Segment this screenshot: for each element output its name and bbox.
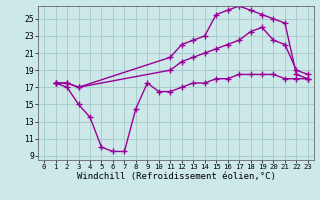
X-axis label: Windchill (Refroidissement éolien,°C): Windchill (Refroidissement éolien,°C) xyxy=(76,172,276,181)
